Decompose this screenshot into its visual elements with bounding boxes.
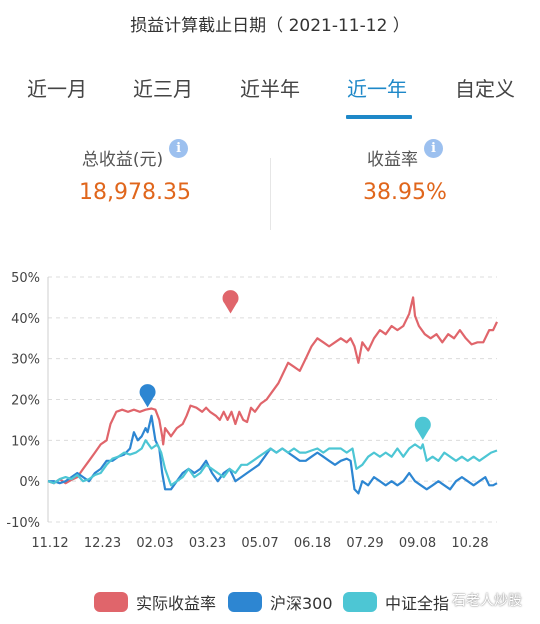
period-tabs: 近一月 近三月 近半年 近一年 自定义: [0, 60, 540, 122]
series-line: [47, 296, 498, 485]
summary-divider: [270, 158, 271, 230]
tab-1-month[interactable]: 近一月: [27, 77, 87, 101]
returns-line-chart: 50% 40% 30% 20% 10% 0% -10% 11.12 12.23 02.03 03.2…: [6, 271, 498, 551]
x-tick-label: 11.12: [31, 536, 68, 551]
summary-panel: 总收益(元) i 18,978.35 收益率 i 38.95%: [0, 139, 540, 235]
map-pin-icon: [222, 290, 239, 314]
y-tick-label: 50%: [11, 271, 40, 286]
x-tick-label: 12.23: [84, 536, 121, 551]
page-title: 损益计算截止日期（ 2021-11-12 ）: [130, 16, 410, 36]
tab-6-months[interactable]: 近半年: [240, 77, 300, 101]
tab-3-months[interactable]: 近三月: [133, 77, 193, 101]
legend-swatch: [94, 592, 128, 612]
map-pin-icon: [139, 384, 156, 408]
total-profit-value: 18,978.35: [79, 180, 191, 205]
y-tick-label: 0%: [19, 475, 40, 490]
x-tick-label: 09.08: [399, 536, 436, 551]
y-tick-label: 30%: [11, 353, 40, 368]
legend-swatch: [343, 592, 377, 612]
y-tick-label: -10%: [6, 516, 40, 531]
chart-legend: 实际收益率 沪深300 中证全指: [0, 580, 540, 624]
return-rate-block: 收益率 i 38.95%: [270, 139, 540, 205]
series-line: [48, 414, 498, 495]
info-icon[interactable]: i: [424, 139, 443, 158]
legend-label: 中证全指: [385, 594, 450, 613]
legend-label: 实际收益率: [136, 594, 217, 613]
x-tick-label: 03.23: [189, 536, 226, 551]
legend-item-csi-all-share[interactable]: 中证全指: [343, 590, 449, 614]
series-line: [47, 439, 498, 487]
active-tab-indicator: [346, 115, 412, 119]
x-tick-label: 02.03: [136, 536, 173, 551]
tab-custom[interactable]: 自定义: [455, 77, 515, 101]
x-tick-label: 05.07: [241, 536, 278, 551]
x-tick-label: 06.18: [294, 536, 331, 551]
x-tick-label: 07.29: [346, 536, 383, 551]
x-tick-label: 10.28: [451, 536, 488, 551]
total-profit-label: 总收益(元): [81, 150, 164, 170]
tab-1-year[interactable]: 近一年: [347, 77, 407, 101]
legend-item-csi300[interactable]: 沪深300: [228, 590, 333, 614]
y-tick-label: 20%: [11, 394, 40, 409]
legend-item-actual-return[interactable]: 实际收益率: [94, 590, 216, 614]
map-pin-icon: [414, 416, 431, 441]
info-icon[interactable]: i: [169, 139, 189, 158]
legend-swatch: [228, 592, 262, 612]
return-rate-value: 38.95%: [363, 180, 447, 205]
legend-label: 沪深300: [270, 594, 333, 613]
total-profit-block: 总收益(元) i 18,978.35: [0, 139, 270, 205]
return-rate-label: 收益率: [367, 150, 418, 170]
watermark: 石老人炒股: [452, 593, 522, 609]
y-tick-label: 40%: [11, 312, 40, 327]
y-tick-label: 10%: [11, 434, 40, 449]
